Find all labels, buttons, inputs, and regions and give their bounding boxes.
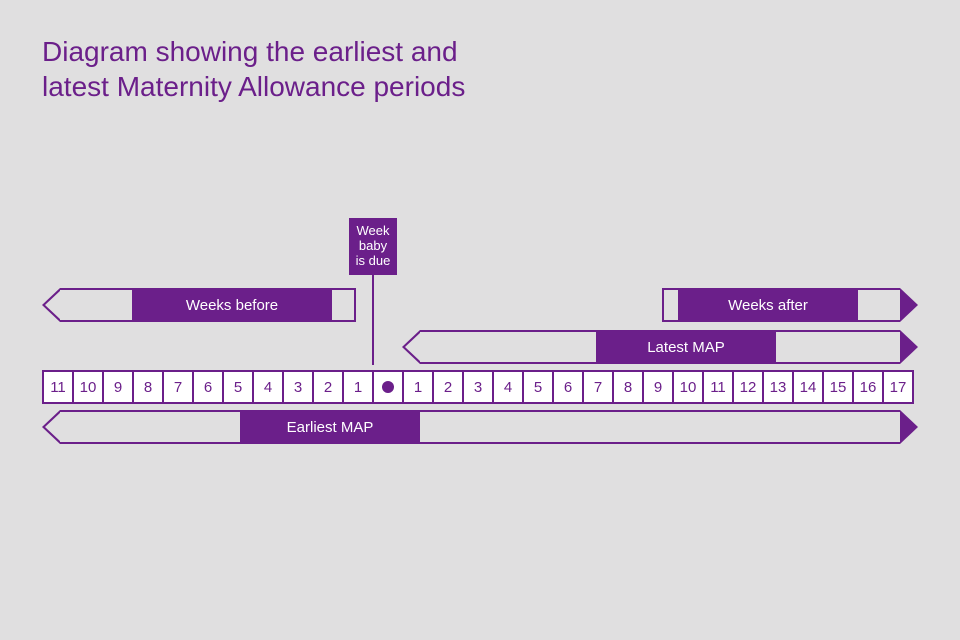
- week-after-cell: 5: [522, 370, 552, 404]
- due-line3: is due: [356, 253, 391, 268]
- weeks-before-label: Weeks before: [132, 290, 332, 320]
- title-line-1: Diagram showing the earliest and: [42, 36, 458, 67]
- week-before-cell: 1: [342, 370, 372, 404]
- week-before-cell: 2: [312, 370, 342, 404]
- earliest-map-label: Earliest MAP: [240, 412, 420, 442]
- due-week-cell: [372, 370, 402, 404]
- week-after-cell: 7: [582, 370, 612, 404]
- week-before-cell: 5: [222, 370, 252, 404]
- due-dot-icon: [382, 381, 394, 393]
- timeline: 11109876543211234567891011121314151617: [42, 370, 914, 404]
- week-after-cell: 15: [822, 370, 852, 404]
- week-after-cell: 13: [762, 370, 792, 404]
- week-after-cell: 3: [462, 370, 492, 404]
- due-line2: baby: [359, 238, 387, 253]
- latest-map-label: Latest MAP: [596, 332, 776, 362]
- week-before-cell: 4: [252, 370, 282, 404]
- week-after-cell: 9: [642, 370, 672, 404]
- diagram-title: Diagram showing the earliest and latest …: [42, 34, 465, 104]
- week-before-cell: 10: [72, 370, 102, 404]
- week-before-cell: 3: [282, 370, 312, 404]
- week-after-cell: 16: [852, 370, 882, 404]
- earliest-map-band: Earliest MAP: [60, 410, 900, 444]
- week-before-cell: 6: [192, 370, 222, 404]
- week-after-cell: 8: [612, 370, 642, 404]
- week-after-cell: 17: [882, 370, 912, 404]
- week-after-cell: 14: [792, 370, 822, 404]
- week-after-cell: 2: [432, 370, 462, 404]
- week-before-cell: 9: [102, 370, 132, 404]
- week-after-cell: 12: [732, 370, 762, 404]
- due-week-label: Week baby is due: [349, 218, 397, 275]
- title-line-2: latest Maternity Allowance periods: [42, 71, 465, 102]
- weeks-after-band: Weeks after: [662, 288, 900, 322]
- weeks-after-label: Weeks after: [678, 290, 858, 320]
- due-pointer-line: [372, 275, 374, 365]
- week-before-cell: 11: [42, 370, 72, 404]
- due-week-callout: Week baby is due: [349, 218, 397, 365]
- week-after-cell: 4: [492, 370, 522, 404]
- week-after-cell: 10: [672, 370, 702, 404]
- latest-map-band: Latest MAP: [420, 330, 900, 364]
- weeks-before-band: Weeks before: [60, 288, 356, 322]
- week-after-cell: 1: [402, 370, 432, 404]
- week-before-cell: 7: [162, 370, 192, 404]
- week-after-cell: 6: [552, 370, 582, 404]
- week-after-cell: 11: [702, 370, 732, 404]
- week-before-cell: 8: [132, 370, 162, 404]
- due-line1: Week: [357, 223, 390, 238]
